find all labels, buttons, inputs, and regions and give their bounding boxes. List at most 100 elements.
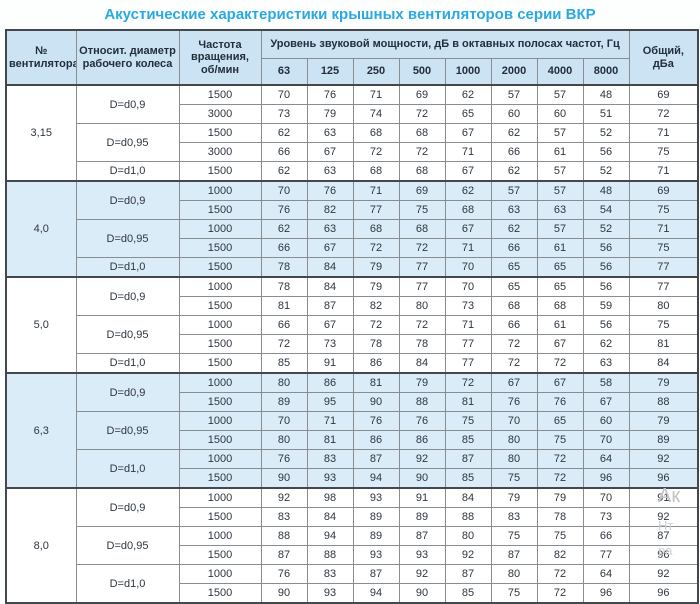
spl-value-cell-500: 78 [398,334,446,354]
spl-value-cell-500: 84 [398,353,446,374]
spl-value-cell-1000: 85 [444,468,492,489]
spl-value-cell-500: 75 [398,200,446,220]
speed-cell: 1500 [178,161,262,182]
table-row: D=d0,95 1500 62 63 68 68 67 62 57 52 71 [6,123,699,162]
total-cell: 92 [628,507,699,527]
table-row: 1500 81 87 82 80 73 68 68 59 80 [6,296,699,316]
col-header-freq-4000: 4000 [536,58,584,86]
spl-value-cell-63: 73 [260,104,308,124]
spl-value-cell-1000: 62 [444,84,492,105]
diameter-cell: D=d0,9 [75,84,180,124]
speed-cell: 1000 [178,487,262,508]
spl-value-cell-2000: 76 [490,392,538,412]
spl-value-cell-1000: 65 [444,104,492,124]
spl-value-cell-2000: 62 [490,123,538,143]
col-header-diameter: Относит. диаметр рабочего колеса [75,29,180,86]
table-row: D=d0,95 1000 66 67 72 72 71 66 61 56 75 [6,315,699,354]
spl-value-cell-2000: 66 [490,142,538,162]
total-cell: 69 [628,180,699,201]
spl-value-cell-4000: 57 [536,219,584,239]
spl-value-cell-8000: 48 [582,180,630,201]
total-cell: 88 [628,392,699,412]
spl-value-cell-63: 66 [260,315,308,335]
diameter-cell: D=d0,9 [75,180,180,220]
speed-cell: 1000 [178,180,262,201]
spl-value-cell-63: 70 [260,180,308,201]
diameter-cell: D=d1,0 [75,353,180,374]
spl-value-cell-1000: 70 [444,276,492,297]
spl-value-cell-125: 83 [306,564,354,584]
spl-value-cell-250: 72 [352,142,400,162]
table-row: D=d1,0 1500 62 63 68 68 67 62 57 52 71 [6,161,699,182]
spl-value-cell-4000: 57 [536,180,584,201]
spl-value-cell-500: 87 [398,526,446,546]
table-row: D=d0,95 1000 88 94 89 87 80 75 75 66 87 [6,526,699,565]
spl-value-cell-1000: 71 [444,315,492,335]
spl-value-cell-250: 68 [352,123,400,143]
spl-value-cell-2000: 87 [490,545,538,565]
spl-value-cell-4000: 57 [536,123,584,143]
spl-value-cell-63: 66 [260,238,308,258]
spl-value-cell-4000: 61 [536,142,584,162]
diameter-cell: D=d0,95 [75,315,180,354]
spl-value-cell-63: 62 [260,161,308,182]
total-cell: 72 [628,104,699,124]
spl-value-cell-125: 76 [306,84,354,105]
spl-value-cell-125: 98 [306,487,354,508]
spl-value-cell-63: 89 [260,392,308,412]
table-header: № вентилятора Относит. диаметр рабочего … [5,29,699,86]
spl-value-cell-4000: 63 [536,200,584,220]
spl-value-cell-4000: 72 [536,449,584,469]
spl-value-cell-8000: 70 [582,487,630,508]
table-row: 1500 76 82 77 75 68 63 63 54 75 [6,200,699,220]
spl-value-cell-4000: 57 [536,161,584,182]
fan-number-cell: 8,0 [5,487,77,604]
speed-cell: 1000 [178,526,262,546]
spl-value-cell-125: 63 [306,219,354,239]
spl-value-cell-8000: 96 [582,468,630,489]
speed-cell: 1500 [178,334,262,354]
spl-value-cell-250: 71 [352,84,400,105]
total-cell: 92 [628,564,699,584]
spl-value-cell-125: 67 [306,315,354,335]
spl-value-cell-250: 93 [352,487,400,508]
spl-value-cell-4000: 78 [536,507,584,527]
spl-value-cell-8000: 67 [582,392,630,412]
table-row: 1500 89 95 90 88 81 76 76 67 88 [6,392,699,412]
speed-cell: 1500 [178,545,262,565]
spl-value-cell-8000: 59 [582,296,630,316]
spl-value-cell-8000: 52 [582,123,630,143]
spl-value-cell-250: 89 [352,507,400,527]
spl-value-cell-500: 79 [398,372,446,393]
spl-value-cell-1000: 87 [444,449,492,469]
total-cell: 71 [628,219,699,239]
total-cell: 91 [628,487,699,508]
spl-value-cell-2000: 72 [490,353,538,374]
diameter-cell: D=d1,0 [75,257,180,278]
spl-value-cell-250: 74 [352,104,400,124]
spl-value-cell-8000: 66 [582,526,630,546]
spl-value-cell-63: 81 [260,296,308,316]
spl-value-cell-2000: 57 [490,84,538,105]
spl-value-cell-1000: 77 [444,334,492,354]
spl-value-cell-8000: 62 [582,334,630,354]
spl-value-cell-4000: 79 [536,487,584,508]
spl-value-cell-2000: 66 [490,315,538,335]
spl-value-cell-63: 80 [260,372,308,393]
spl-value-cell-1000: 72 [444,372,492,393]
spl-value-cell-125: 84 [306,276,354,297]
spl-value-cell-8000: 60 [582,411,630,431]
spl-value-cell-250: 86 [352,430,400,450]
diameter-cell: D=d1,0 [75,161,180,182]
table-row: 4,0 D=d0,9 1000 70 76 71 69 62 57 57 48 69 [5,180,699,278]
spl-value-cell-8000: 51 [582,104,630,124]
total-cell: 69 [628,84,699,105]
spl-value-cell-4000: 72 [536,353,584,374]
spl-value-cell-2000: 72 [490,334,538,354]
spl-value-cell-250: 76 [352,411,400,431]
spl-value-cell-125: 63 [306,161,354,182]
spl-value-cell-4000: 76 [536,392,584,412]
spl-value-cell-4000: 65 [536,411,584,431]
spl-value-cell-500: 68 [398,123,446,143]
speed-cell: 1500 [178,353,262,374]
